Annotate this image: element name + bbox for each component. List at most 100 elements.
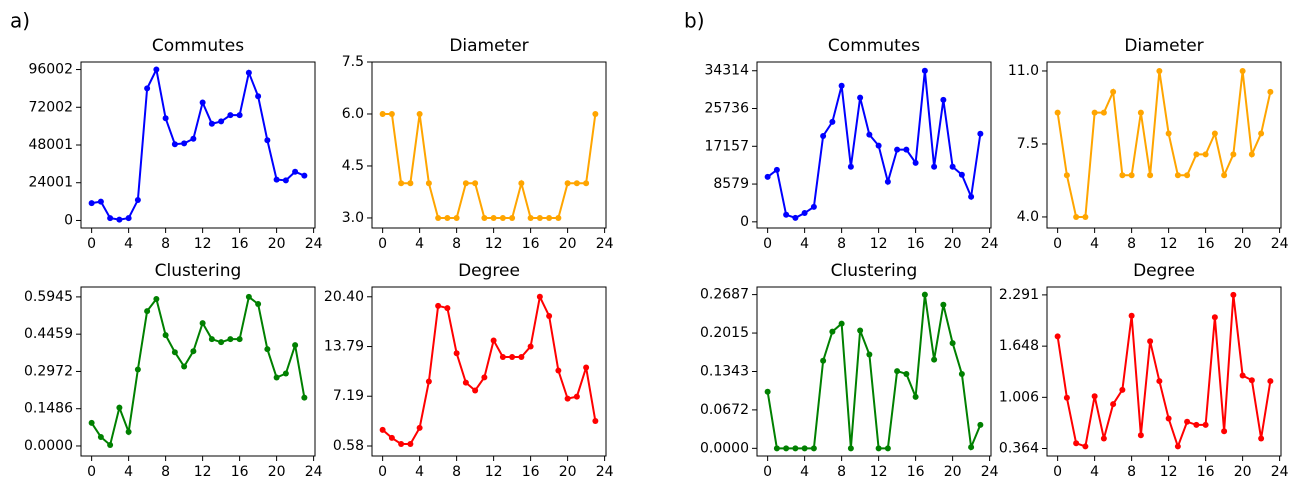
data-point bbox=[190, 348, 197, 355]
data-point bbox=[1063, 394, 1070, 401]
data-point bbox=[171, 349, 178, 356]
data-point bbox=[1110, 88, 1117, 95]
data-point bbox=[1119, 172, 1126, 179]
x-tick-label: 12 bbox=[1160, 464, 1178, 479]
chart-title: Degree bbox=[458, 261, 520, 281]
data-point bbox=[518, 180, 525, 187]
data-point bbox=[1267, 88, 1274, 95]
data-point bbox=[509, 354, 516, 361]
data-point bbox=[847, 445, 854, 452]
data-point bbox=[1082, 213, 1089, 220]
data-line bbox=[1056, 70, 1272, 218]
chart-title: Degree bbox=[1133, 261, 1195, 281]
data-point bbox=[977, 421, 984, 428]
data-point bbox=[1100, 109, 1107, 116]
x-tick-label: 20 bbox=[944, 464, 962, 479]
data-point bbox=[1258, 435, 1265, 442]
data-point bbox=[592, 417, 599, 424]
data-point bbox=[536, 293, 543, 300]
x-tick-label: 0 bbox=[763, 236, 772, 252]
x-tick-label: 16 bbox=[1197, 464, 1215, 479]
y-tick-label: 0.0000 bbox=[700, 440, 749, 456]
y-tick-label: 17157 bbox=[704, 138, 749, 154]
data-point bbox=[1184, 418, 1191, 425]
data-point bbox=[1193, 151, 1200, 158]
data-point bbox=[866, 351, 873, 358]
y-tick-label: 3.0 bbox=[342, 210, 364, 226]
data-point bbox=[949, 340, 956, 347]
data-point bbox=[894, 146, 901, 153]
y-tick-label: 0.5945 bbox=[24, 289, 73, 305]
data-point bbox=[425, 180, 432, 187]
data-point bbox=[773, 445, 780, 452]
data-point bbox=[958, 171, 965, 178]
y-tick-label: 8579 bbox=[713, 176, 749, 192]
chart-title: Commutes bbox=[152, 36, 244, 56]
data-point bbox=[88, 200, 95, 207]
data-point bbox=[398, 440, 405, 447]
data-point bbox=[190, 135, 197, 142]
data-point bbox=[884, 445, 891, 452]
x-tick-label: 4 bbox=[415, 464, 424, 479]
x-tick-label: 20 bbox=[1234, 236, 1252, 252]
data-point bbox=[949, 163, 956, 170]
data-point bbox=[1063, 172, 1070, 179]
data-point bbox=[282, 370, 289, 377]
data-point bbox=[1054, 333, 1061, 340]
y-tick-label: 0.58 bbox=[333, 438, 364, 454]
data-point bbox=[792, 445, 799, 452]
x-tick-label: 0 bbox=[87, 236, 96, 252]
data-point bbox=[1147, 338, 1154, 345]
data-point bbox=[481, 374, 488, 381]
data-point bbox=[1165, 130, 1172, 137]
data-point bbox=[1230, 151, 1237, 158]
y-tick-label: 2.291 bbox=[999, 287, 1039, 303]
x-tick-label: 0 bbox=[378, 236, 387, 252]
data-point bbox=[968, 193, 975, 200]
data-point bbox=[810, 445, 817, 452]
data-point bbox=[1054, 109, 1061, 116]
data-point bbox=[801, 210, 808, 217]
data-point bbox=[940, 301, 947, 308]
data-line bbox=[91, 66, 305, 221]
axes-frame bbox=[756, 61, 992, 229]
data-point bbox=[1193, 421, 1200, 428]
data-point bbox=[245, 69, 252, 76]
x-tick-label: 4 bbox=[1090, 236, 1099, 252]
data-point bbox=[1091, 109, 1098, 116]
data-point bbox=[829, 118, 836, 125]
data-point bbox=[444, 214, 451, 221]
data-point bbox=[555, 367, 562, 374]
data-point bbox=[1100, 435, 1107, 442]
data-point bbox=[829, 328, 836, 335]
data-point bbox=[912, 159, 919, 166]
chart-title: Commutes bbox=[828, 36, 920, 56]
x-tick-label: 20 bbox=[559, 236, 577, 252]
data-point bbox=[1128, 172, 1135, 179]
x-tick-label: 24 bbox=[981, 236, 999, 252]
y-tick-label: 48001 bbox=[28, 137, 73, 153]
data-point bbox=[162, 332, 169, 339]
data-point bbox=[97, 433, 104, 440]
data-point bbox=[134, 197, 141, 204]
y-tick-label: 0.2687 bbox=[700, 287, 749, 303]
y-tick-label: 34314 bbox=[704, 63, 749, 79]
data-point bbox=[1239, 67, 1246, 74]
data-point bbox=[1137, 109, 1144, 116]
data-point bbox=[218, 339, 225, 346]
data-point bbox=[583, 180, 590, 187]
data-point bbox=[236, 112, 243, 119]
data-line bbox=[766, 294, 982, 452]
axes-frame bbox=[80, 286, 316, 457]
data-point bbox=[462, 379, 469, 386]
data-point bbox=[847, 163, 854, 170]
axes-frame bbox=[1046, 286, 1282, 457]
x-tick-label: 8 bbox=[161, 236, 170, 252]
data-point bbox=[144, 85, 151, 92]
x-tick-label: 4 bbox=[415, 236, 424, 252]
y-tick-label: 4.5 bbox=[342, 158, 364, 174]
y-tick-label: 0.1486 bbox=[24, 401, 73, 417]
x-tick-label: 16 bbox=[907, 464, 925, 479]
x-tick-label: 8 bbox=[837, 236, 846, 252]
data-line bbox=[90, 295, 306, 447]
